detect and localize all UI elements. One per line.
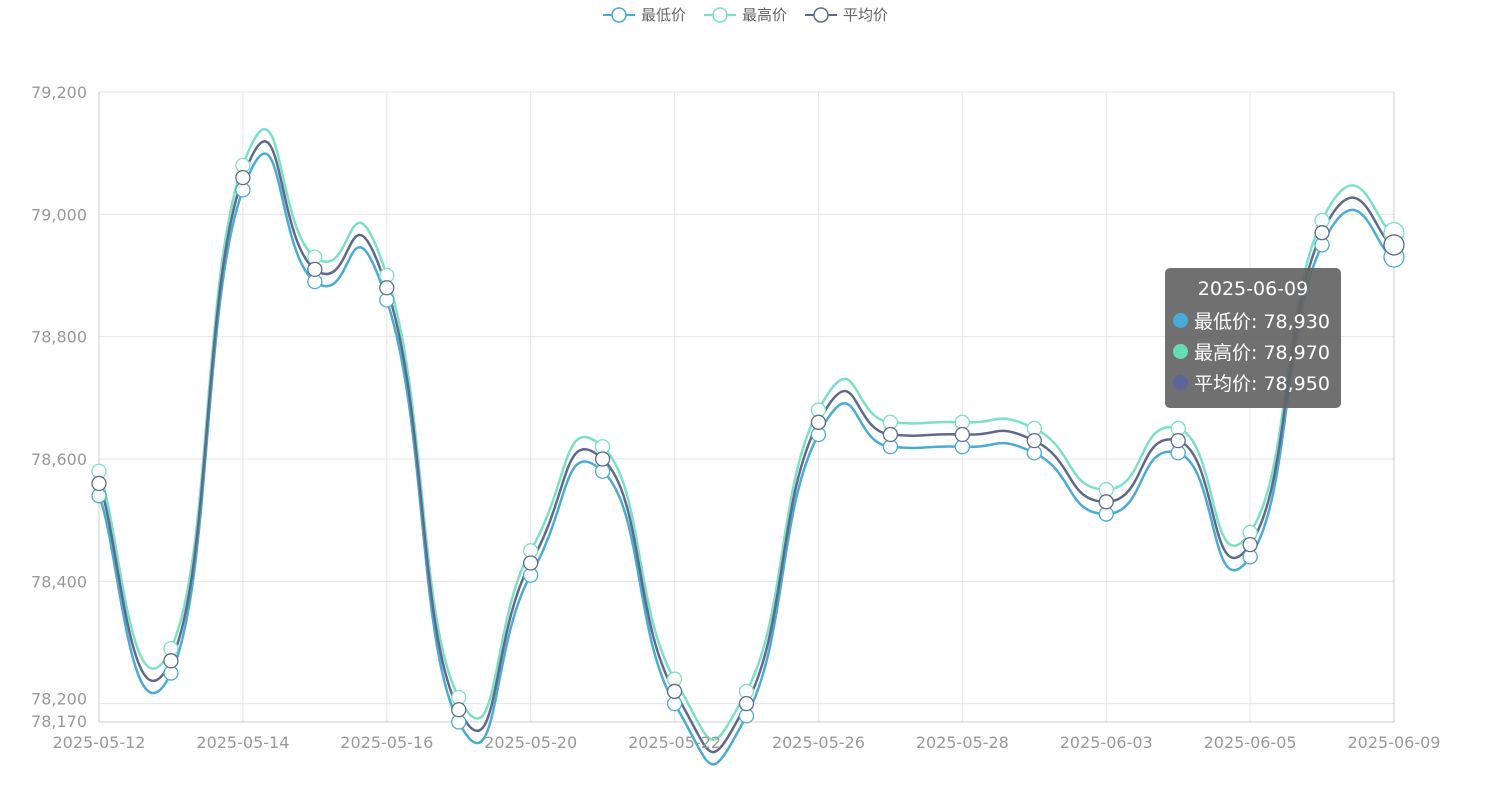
tooltip-value-max: 最高价: 78,970 (1194, 342, 1330, 364)
series-2-point (163, 653, 179, 669)
tooltip-dot-min-icon (1173, 313, 1188, 328)
legend-item-max[interactable]: 最高价 (702, 4, 787, 25)
series-2-point (738, 696, 755, 712)
legend-label-max: 最高价 (741, 6, 787, 24)
tooltip-value-min: 最低价: 78,930 (1194, 311, 1330, 333)
x-tick-label: 2025-05-20 (484, 733, 577, 752)
y-tick-label: 78,800 (31, 328, 87, 347)
series-lines (97, 128, 1395, 766)
legend-label-min: 最低价 (640, 6, 686, 24)
series-2-point (1026, 432, 1042, 449)
y-tick-label: 78,600 (31, 450, 87, 469)
legend-item-avg[interactable]: 平均价 (803, 4, 888, 25)
tooltip-row-avg: 平均价: 78,950 (1173, 367, 1341, 398)
x-tick-label: 2025-05-16 (340, 733, 433, 752)
tooltip-row-max: 最高价: 78,970 (1173, 336, 1341, 367)
series-2-point (451, 702, 467, 718)
tooltip: 2025-06-09 最低价: 78,930 最高价: 78,970 平均价: … (1165, 268, 1341, 408)
series-2-point (882, 426, 899, 443)
y-tick-label: 78,400 (31, 572, 87, 591)
series-2-point (523, 555, 539, 571)
tooltip-row-min: 最低价: 78,930 (1173, 305, 1341, 336)
series-2-point (954, 426, 970, 443)
tooltip-dot-max-icon (1173, 344, 1188, 359)
series-points (91, 157, 1405, 730)
legend: 最低价 最高价 平均价 (0, 4, 1489, 25)
legend-item-min[interactable]: 最低价 (601, 4, 686, 25)
tooltip-dot-avg-icon (1173, 375, 1188, 390)
series-2-point (594, 451, 611, 467)
legend-label-avg: 平均价 (843, 6, 889, 24)
x-tick-label: 2025-06-09 (1348, 733, 1441, 752)
series-2-point (379, 280, 395, 296)
tooltip-value-avg: 平均价: 78,950 (1194, 373, 1330, 395)
tooltip-title: 2025-06-09 (1197, 278, 1309, 300)
x-tick-label: 2025-05-14 (196, 733, 289, 752)
series-2-point (1242, 536, 1258, 553)
series-2-point (1383, 234, 1405, 256)
series-2-point (666, 683, 683, 700)
x-tick-label: 2025-06-03 (1060, 733, 1153, 752)
series-2-point (1098, 494, 1114, 510)
x-tick-label: 2025-05-22 (628, 733, 721, 752)
x-tick-label: 2025-06-05 (1204, 733, 1297, 752)
series-2-point (810, 414, 827, 430)
y-tick-label: 79,000 (31, 205, 87, 224)
legend-min-marker-icon (602, 6, 635, 23)
y-tick-label: 78,170 (31, 712, 87, 731)
series-2-point (1170, 432, 1186, 449)
x-tick-label: 2025-05-12 (53, 733, 146, 752)
series-2-point (307, 261, 323, 278)
series-line-2 (97, 140, 1395, 754)
x-tick-label: 2025-05-26 (772, 733, 865, 752)
legend-avg-marker-icon (805, 6, 837, 23)
tick-labels: 2025-05-12 2025-05-14 2025-05-16 2025-05-20… (31, 83, 1440, 752)
series-2-point (91, 475, 107, 492)
series-line-1 (97, 128, 1395, 742)
x-tick-label: 2025-05-28 (916, 733, 1009, 752)
y-tick-label: 79,200 (31, 83, 87, 102)
legend-max-marker-icon (703, 6, 736, 23)
series-2-point (1314, 225, 1330, 241)
series-2-point (235, 169, 251, 186)
y-tick-label: 78,200 (31, 690, 87, 709)
